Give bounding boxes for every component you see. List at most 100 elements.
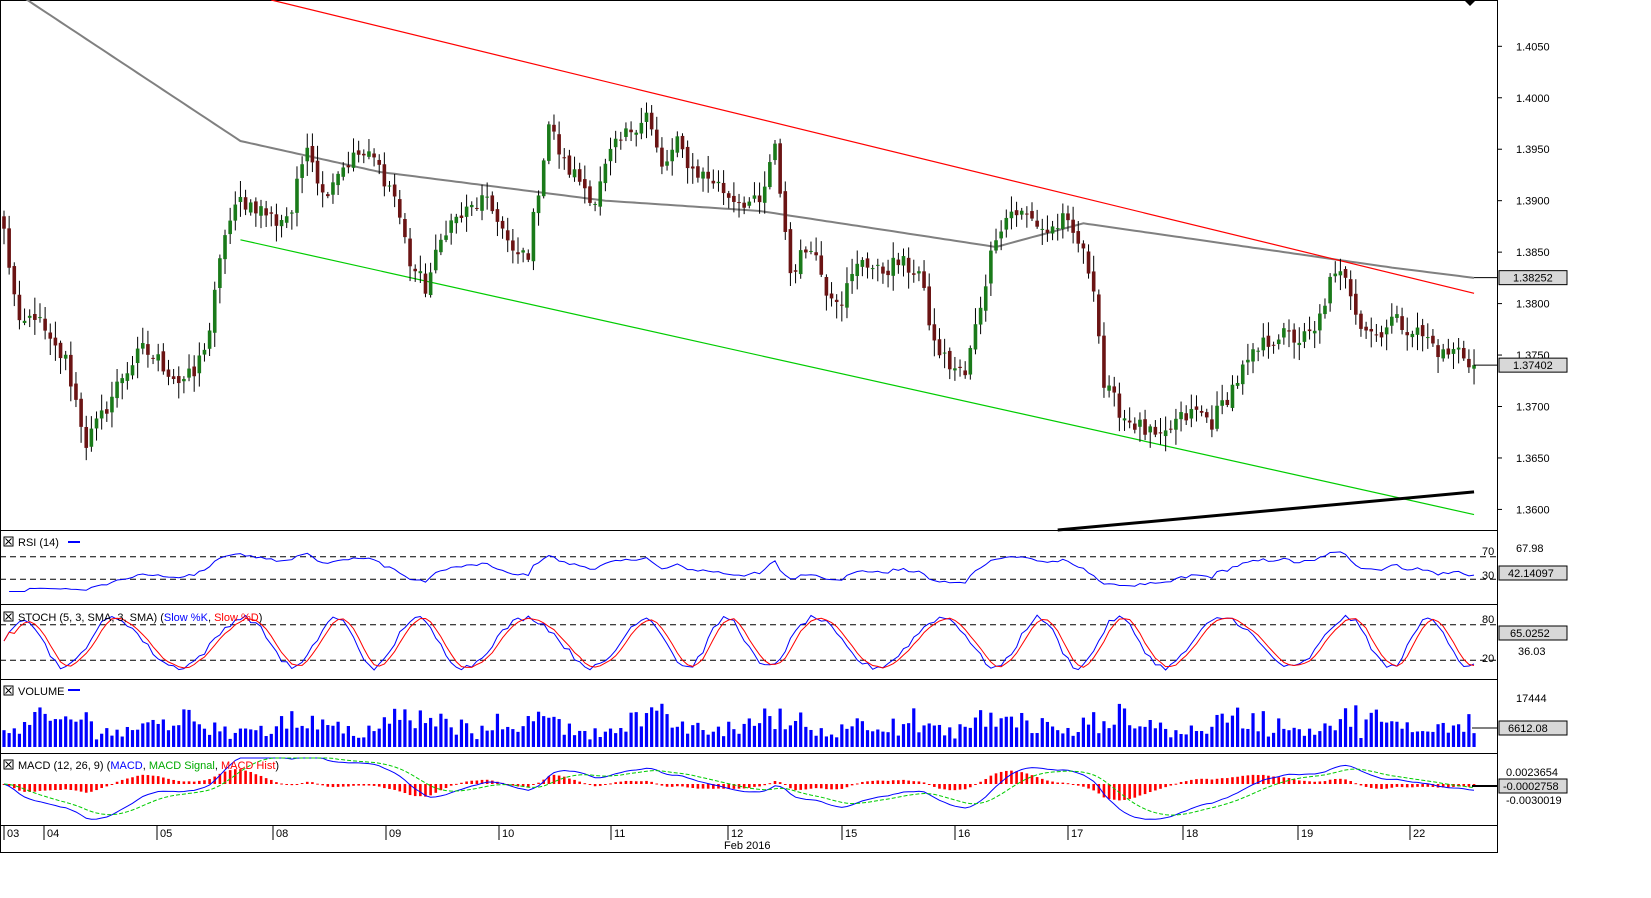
macd-hist-bar	[1035, 777, 1039, 784]
volume-bar	[53, 719, 57, 747]
macd-hist-bar	[712, 784, 715, 789]
candle-body	[983, 286, 988, 311]
volume-bar	[1323, 723, 1327, 747]
volume-bar	[819, 728, 823, 747]
volume-bar	[300, 725, 304, 747]
candle	[1091, 255, 1096, 302]
macd-hist-bar	[1128, 784, 1131, 799]
macd-hist-bar	[1441, 784, 1445, 788]
macd-hist-bar	[64, 784, 67, 790]
candle	[778, 138, 782, 198]
volume-bar	[1441, 722, 1445, 747]
candle-body	[1461, 347, 1466, 359]
candle	[1246, 343, 1250, 375]
candle	[284, 207, 289, 229]
volume-bar	[799, 712, 803, 747]
candle-body	[2, 216, 6, 229]
candle-body	[490, 195, 495, 212]
macd-hist-bar	[958, 784, 962, 790]
candle	[624, 122, 628, 142]
candle-body	[927, 286, 931, 326]
candle-body	[1102, 335, 1106, 388]
candle-body	[274, 214, 279, 226]
volume-value-box	[1498, 720, 1568, 736]
volume-bar	[737, 733, 741, 747]
rsi-panel: 70 30 67.98 42.14097	[0, 543, 1568, 592]
candle-body	[140, 343, 145, 349]
candle	[696, 159, 700, 183]
candle	[372, 148, 376, 167]
macd-hist-bar	[1159, 784, 1162, 789]
candle-body	[521, 250, 525, 253]
macd-hist-bar	[1164, 784, 1167, 788]
candle-body	[947, 350, 952, 370]
macd-hist-bar	[634, 781, 638, 784]
stoch-header: STOCH (5, 3, SMA, 3, SMA) (Slow %K, Slow…	[3, 611, 262, 624]
macd-hist-bar	[1179, 781, 1183, 784]
scroll-marker-icon[interactable]	[1464, 0, 1476, 6]
candle	[264, 200, 268, 227]
candle	[804, 246, 808, 259]
macd-hist-bar	[1400, 784, 1404, 788]
candle-body	[1425, 337, 1430, 339]
candle	[829, 282, 834, 307]
stoch-panel: 80 20 65.0252 36.03	[0, 614, 1568, 671]
candle	[146, 330, 150, 368]
volume-bar	[1349, 726, 1353, 747]
candle	[619, 131, 623, 150]
volume-bar	[1451, 725, 1456, 747]
candle-body	[1297, 342, 1302, 346]
candle-body	[1163, 430, 1168, 437]
volume-bar	[336, 721, 340, 747]
candle-body	[99, 410, 104, 419]
candle-body	[377, 159, 382, 165]
candle-body	[295, 178, 299, 213]
volume-bar	[711, 731, 715, 747]
price-value-tag-box	[1498, 357, 1568, 373]
candle	[403, 213, 407, 244]
volume-bar	[891, 718, 895, 747]
volume-bar	[321, 719, 325, 747]
macd-hist-bar	[1092, 784, 1095, 791]
volume-bar	[33, 711, 37, 747]
candle	[218, 254, 222, 304]
volume-bar	[439, 713, 443, 747]
stoch-legend-d: Slow %D	[214, 612, 259, 624]
volume-bar	[634, 712, 638, 747]
volume-bar	[506, 726, 510, 747]
candle-body	[814, 252, 818, 256]
volume-bar	[362, 737, 366, 747]
price-tick-label: 1.3850	[1516, 247, 1550, 259]
volume-bar	[1117, 703, 1121, 747]
macd-hist-bar	[295, 784, 299, 785]
macd-hist-bar	[249, 771, 253, 784]
candle	[362, 149, 366, 164]
macd-hist-bar	[105, 784, 109, 787]
candle-body	[809, 250, 813, 252]
macd-hist-bar	[1262, 774, 1265, 784]
candle-body	[747, 201, 752, 206]
macd-title-suffix: )	[275, 760, 279, 772]
macd-hist-bar	[84, 784, 88, 793]
candle	[341, 162, 346, 181]
macd-hist-bar	[28, 784, 31, 792]
candle	[115, 368, 119, 408]
macd-hist-bar	[830, 784, 833, 790]
macd-title: MACD (12, 26, 9) (MACD, MACD Signal, MAC…	[18, 760, 279, 772]
macd-hist-bar	[1040, 778, 1044, 784]
candle	[649, 105, 654, 136]
macd-hist-bar	[1308, 781, 1311, 784]
candle-body	[1456, 347, 1461, 350]
time-tick-label: 08	[276, 828, 288, 840]
volume-bar	[1205, 733, 1209, 747]
candle-body	[238, 196, 243, 203]
volume-bar	[48, 720, 52, 747]
candle-body	[362, 153, 366, 156]
stoch-level-label: 20	[1482, 653, 1494, 665]
volume-bar	[732, 729, 736, 747]
macd-hist-bar	[480, 779, 484, 784]
candle-body	[1199, 410, 1204, 413]
candle	[1461, 340, 1466, 361]
candle	[207, 322, 212, 357]
volume-bar	[912, 708, 916, 747]
